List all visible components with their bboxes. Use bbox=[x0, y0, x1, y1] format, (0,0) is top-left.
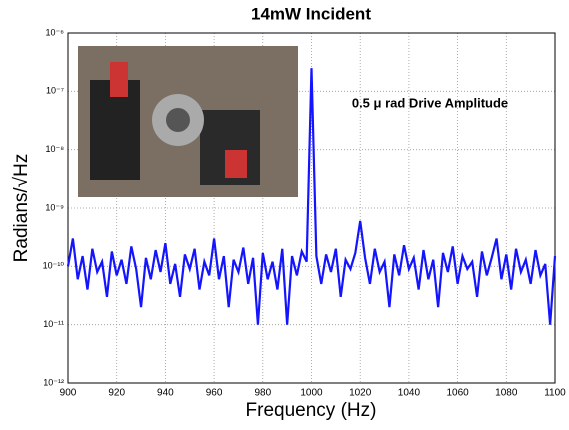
x-tick-label: 1080 bbox=[495, 388, 518, 399]
x-tick-label: 1040 bbox=[398, 388, 421, 399]
x-tick-label: 1100 bbox=[544, 388, 566, 399]
x-tick-label: 980 bbox=[254, 388, 271, 399]
x-axis-label: Frequency (Hz) bbox=[246, 400, 377, 421]
y-tick-label: 10⁻¹² bbox=[43, 377, 64, 387]
inset-photo bbox=[78, 46, 298, 197]
photo-label bbox=[225, 150, 247, 178]
y-tick-label: 10⁻⁹ bbox=[45, 202, 64, 212]
y-tick-label: 10⁻¹⁰ bbox=[43, 261, 65, 271]
x-tick-label: 1020 bbox=[349, 388, 372, 399]
y-axis-label: Radians/√Hz bbox=[11, 154, 32, 263]
x-tick-label: 960 bbox=[206, 388, 223, 399]
x-tick-label: 920 bbox=[108, 388, 125, 399]
y-tick-label: 10⁻⁸ bbox=[45, 144, 64, 154]
y-tick-label: 10⁻⁷ bbox=[46, 86, 64, 96]
plot-frame bbox=[67, 32, 556, 384]
x-tick-label: 1060 bbox=[446, 388, 469, 399]
chart-title: 14mW Incident bbox=[251, 4, 371, 23]
x-tick-label: 900 bbox=[60, 388, 77, 399]
x-tick-label: 940 bbox=[157, 388, 174, 399]
y-tick-label: 10⁻¹¹ bbox=[43, 319, 64, 329]
y-tick-label: 10⁻⁶ bbox=[46, 27, 65, 37]
photo-label bbox=[110, 62, 128, 97]
photo-optic bbox=[166, 108, 190, 132]
x-tick-label: 1000 bbox=[300, 388, 323, 399]
data-line bbox=[66, 68, 557, 325]
annotation: 0.5 μ rad Drive Amplitude bbox=[352, 95, 508, 110]
